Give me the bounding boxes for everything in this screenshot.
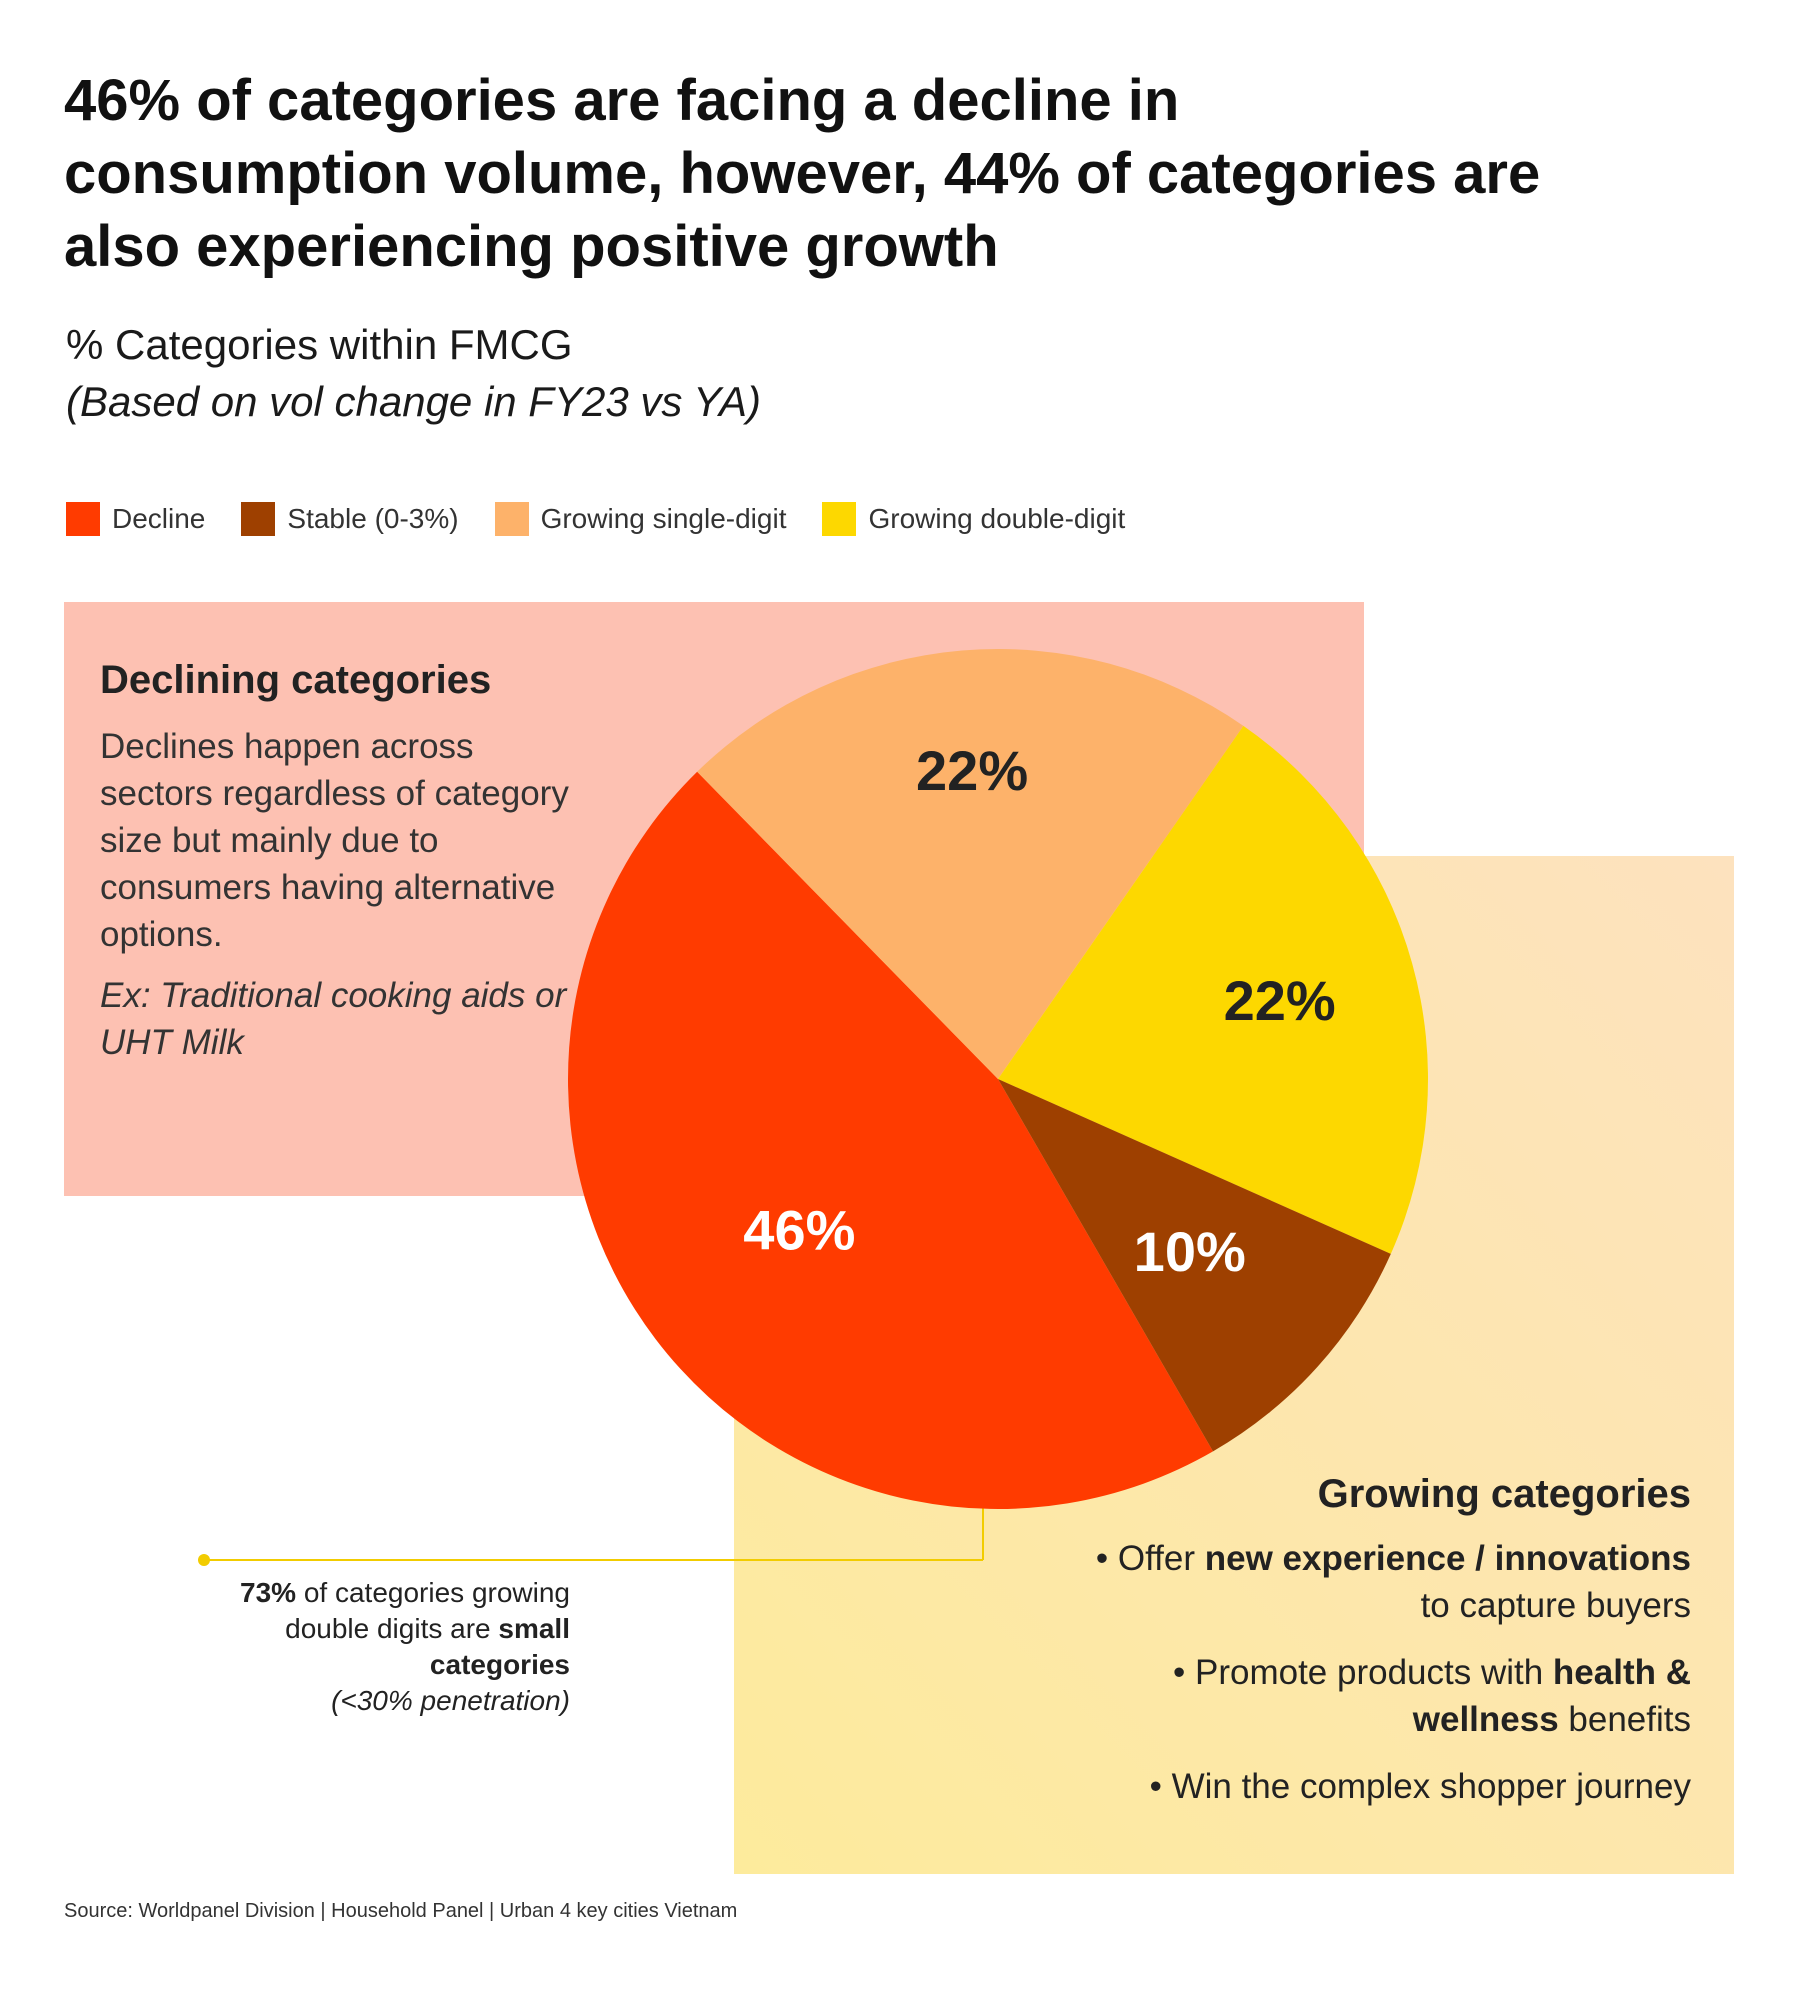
- bullet3-text: Win the complex shopper journey: [1171, 1767, 1691, 1806]
- bullet1-bold: new experience / innovations: [1204, 1539, 1691, 1578]
- pie-label-stable-0-3: 10%: [1134, 1220, 1246, 1283]
- legend-swatch-growing-double: [822, 502, 857, 536]
- growing-heading: Growing categories: [1317, 1472, 1691, 1516]
- legend-swatch-stable: [241, 502, 276, 536]
- callout-penetration-note: (<30% penetration): [331, 1685, 570, 1716]
- title-line-3: also experiencing positive growth: [64, 214, 999, 279]
- legend-label-growing-single: Growing single-digit: [540, 503, 787, 534]
- legend-item-stable: Stable (0-3%): [241, 502, 459, 536]
- bullet2-pre: Promote products with: [1194, 1653, 1553, 1692]
- legend-item-growing-double: Growing double-digit: [822, 502, 1125, 536]
- declining-heading: Declining categories: [100, 658, 492, 702]
- bullet2-post: benefits: [1558, 1700, 1691, 1739]
- callout-note: 73% of categories growing double digits …: [150, 1575, 570, 1719]
- declining-example: Ex: Traditional cooking aids or UHT Milk: [100, 976, 567, 1062]
- source-note: Source: Worldpanel Division | Household …: [64, 1900, 738, 1922]
- pie-slice-stable-0-3: [998, 1079, 1391, 1452]
- title-line-2: consumption volume, however, 44% of cate…: [64, 141, 1541, 206]
- legend-item-growing-single: Growing single-digit: [494, 502, 787, 536]
- callout-bold-1: 73%: [240, 1577, 297, 1608]
- growing-bullet-2: • Promote products with health & wellnes…: [1173, 1653, 1691, 1739]
- pie-slice-decline: [568, 771, 1213, 1509]
- callout-text-1: of categories growing double digits are: [285, 1577, 570, 1644]
- legend-label-stable: Stable (0-3%): [287, 503, 459, 534]
- chart-title: 46% of categories are facing a decline i…: [64, 64, 1704, 283]
- legend-label-growing-double: Growing double-digit: [868, 503, 1126, 534]
- pie-slice-growing-single-digit: [697, 648, 1244, 1079]
- growing-text: Growing categories • Offer new experienc…: [1071, 1472, 1691, 1830]
- legend-label-decline: Decline: [112, 503, 206, 534]
- legend-item-decline: Decline: [66, 502, 205, 536]
- chart-subtitle: % Categories within FMCG: [66, 321, 573, 368]
- pie-slice-growing-double-digit: [998, 725, 1428, 1254]
- pie-label-growing-single-digit: 22%: [916, 739, 1028, 802]
- bullet1-post: to capture buyers: [1420, 1586, 1691, 1625]
- callout-dot: [198, 1554, 210, 1566]
- pie-label-growing-double-digit: 22%: [1224, 969, 1336, 1032]
- bullet1-pre: Offer: [1117, 1539, 1205, 1578]
- bullet2-bold: health & wellness: [1412, 1653, 1691, 1739]
- declining-text: Declining categories Declines happen acr…: [100, 658, 580, 1066]
- pie-label-decline: 46%: [743, 1198, 855, 1261]
- callout-bold-2: small categories: [429, 1613, 570, 1680]
- title-line-1: 46% of categories are facing a decline i…: [64, 68, 1180, 133]
- growing-bullet-3: • Win the complex shopper journey: [1149, 1767, 1691, 1806]
- legend-swatch-decline: [66, 502, 100, 536]
- growing-bullet-1: • Offer new experience / innovations to …: [1095, 1539, 1691, 1625]
- chart-subnote: (Based on vol change in FY23 vs YA): [66, 378, 761, 425]
- legend-swatch-growing-single: [494, 502, 529, 536]
- legend: Decline Stable (0-3%) Growing single-dig…: [66, 502, 1161, 536]
- declining-body: Declines happen across sectors regardles…: [100, 727, 569, 954]
